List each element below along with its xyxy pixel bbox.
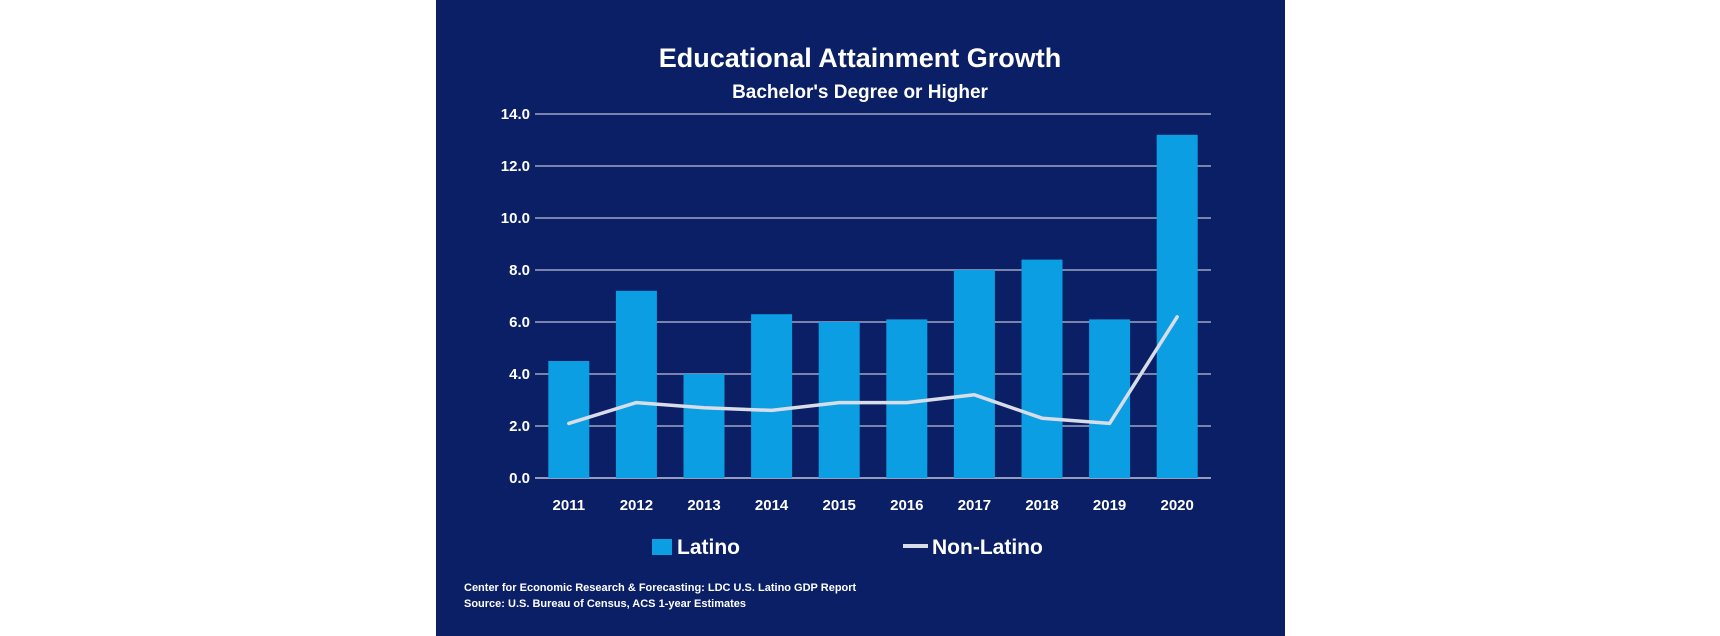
x-tick-label: 2015	[823, 497, 856, 514]
source-citation-line: Source: U.S. Bureau of Census, ACS 1-yea…	[464, 598, 746, 610]
x-tick-label: 2012	[620, 497, 653, 514]
y-tick-label: 12.0	[501, 158, 530, 175]
x-tick-label: 2011	[553, 497, 586, 514]
bar-latino-2014	[751, 314, 793, 478]
y-tick-label: 10.0	[501, 210, 530, 227]
line-non-latino	[567, 315, 1179, 426]
y-tick-label: 0.0	[509, 470, 530, 487]
bar-latino-2013	[683, 374, 725, 478]
bar-latino-2012	[615, 290, 657, 478]
latino-bars	[548, 134, 1198, 479]
source-credit-line: Center for Economic Research & Forecasti…	[464, 582, 857, 594]
chart-title: Educational Attainment Growth	[659, 43, 1062, 73]
legend-latino-label: Latino	[677, 536, 740, 559]
x-tick-label: 2014	[755, 497, 789, 514]
y-tick-label: 4.0	[509, 366, 530, 383]
x-tick-label: 2019	[1093, 497, 1126, 514]
chart-panel: Educational Attainment Growth Bachelor's…	[436, 0, 1285, 636]
x-tick-label: 2017	[958, 497, 991, 514]
x-tick-label: 2020	[1161, 497, 1194, 514]
y-axis-ticks: 0.0 2.0 4.0 6.0 8.0 10.0 12.0 14.0	[501, 106, 530, 487]
legend-non-latino-label: Non-Latino	[932, 536, 1043, 559]
chart: Educational Attainment Growth Bachelor's…	[464, 43, 1211, 610]
y-tick-label: 14.0	[501, 106, 530, 123]
bar-latino-2018	[1021, 259, 1063, 478]
y-tick-label: 8.0	[509, 262, 530, 279]
chart-subtitle: Bachelor's Degree or Higher	[732, 82, 988, 103]
bar-latino-2020	[1156, 134, 1198, 479]
bar-latino-2015	[818, 322, 860, 478]
x-tick-label: 2016	[890, 497, 923, 514]
x-tick-label: 2018	[1025, 497, 1058, 514]
bar-latino-2016	[886, 319, 928, 478]
x-axis-ticks: 2011 2012 2013 2014 2015 2016 2017 2018 2019 2020	[553, 497, 1194, 514]
y-tick-label: 2.0	[509, 418, 530, 435]
x-tick-label: 2013	[687, 497, 720, 514]
legend: Latino Non-Latino	[652, 536, 1043, 559]
y-tick-label: 6.0	[509, 314, 530, 331]
non-latino-line	[567, 315, 1179, 426]
legend-latino-swatch	[652, 539, 672, 555]
bar-latino-2017	[953, 270, 995, 478]
